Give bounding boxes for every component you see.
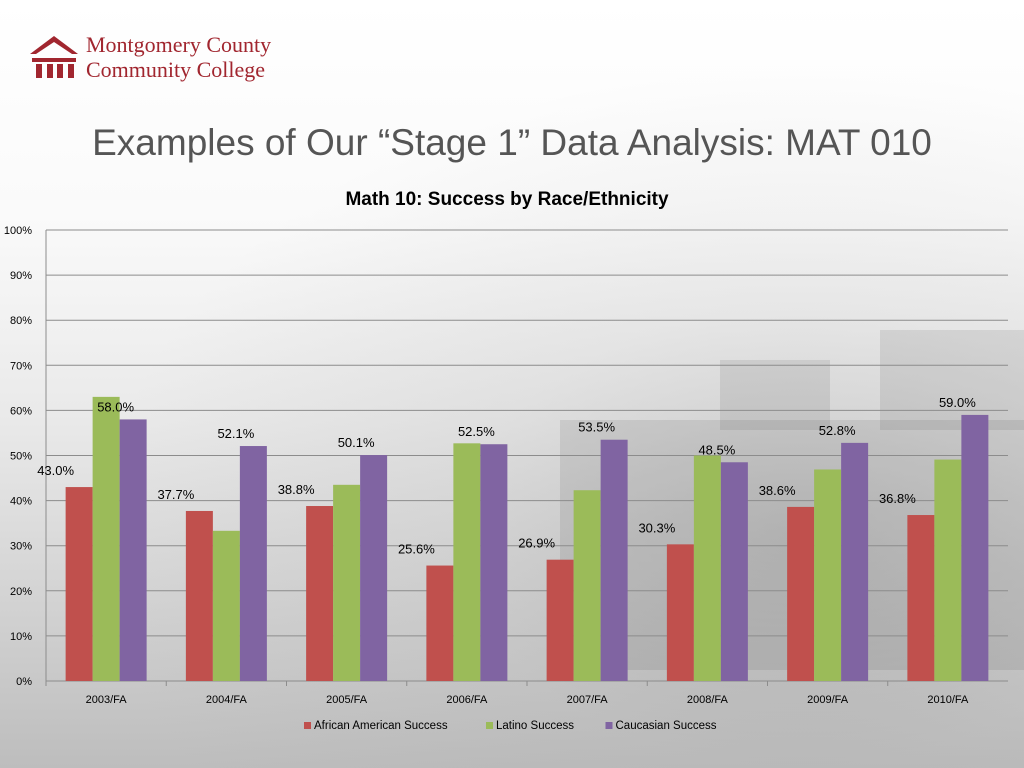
bar-african-american-success: [907, 515, 935, 681]
y-tick-label: 90%: [10, 270, 32, 282]
x-tick-label: 2010/FA: [927, 694, 969, 706]
bar-latino-success: [92, 396, 120, 681]
bar-caucasian-success: [360, 455, 388, 681]
legend-swatch: [304, 722, 311, 729]
bar-latino-success: [573, 490, 601, 681]
y-tick-label: 50%: [10, 451, 32, 463]
data-label: 38.6%: [759, 483, 796, 498]
bar-caucasian-success: [480, 444, 508, 681]
x-tick-label: 2008/FA: [687, 694, 729, 706]
y-tick-label: 60%: [10, 405, 32, 417]
data-label: 30.3%: [638, 520, 675, 535]
bar-african-american-success: [426, 565, 454, 681]
college-building-icon: [30, 36, 78, 78]
data-label: 36.8%: [879, 491, 916, 506]
x-tick-label: 2005/FA: [326, 694, 368, 706]
data-label: 52.5%: [458, 424, 495, 439]
bar-african-american-success: [306, 506, 334, 681]
slide-title: Examples of Our “Stage 1” Data Analysis:…: [92, 122, 932, 163]
data-label: 50.1%: [338, 435, 375, 450]
x-tick-label: 2007/FA: [567, 694, 609, 706]
college-name-line2: Community College: [86, 57, 266, 82]
legend-label: Latino Success: [496, 720, 574, 732]
y-tick-label: 10%: [10, 631, 32, 643]
bar-latino-success: [814, 469, 842, 681]
legend-swatch: [605, 722, 613, 729]
data-label: 58.0%: [97, 399, 134, 414]
data-label: 37.7%: [157, 487, 194, 502]
bar-caucasian-success: [119, 419, 147, 681]
bar-latino-success: [693, 455, 721, 681]
data-label: 26.9%: [518, 536, 555, 551]
legend-label: Caucasian Success: [616, 720, 717, 732]
bar-latino-success: [333, 484, 361, 681]
y-tick-label: 30%: [10, 541, 32, 553]
college-logo: Montgomery County Community College: [28, 30, 328, 88]
college-name: Montgomery County Community College: [86, 32, 271, 82]
bar-african-american-success: [65, 487, 93, 681]
legend-label: African American Success: [314, 720, 448, 732]
bar-african-american-success: [185, 510, 213, 681]
bar-caucasian-success: [239, 446, 267, 681]
data-label: 43.0%: [37, 463, 74, 478]
data-label: 48.5%: [698, 442, 735, 457]
data-label: 52.8%: [819, 423, 856, 438]
y-tick-label: 0%: [16, 676, 32, 688]
x-tick-label: 2003/FA: [86, 694, 128, 706]
bar-latino-success: [212, 530, 240, 681]
bar-latino-success: [934, 459, 962, 681]
x-tick-label: 2009/FA: [807, 694, 849, 706]
data-label: 53.5%: [578, 420, 615, 435]
background-building-tower: [720, 360, 830, 430]
legend-swatch: [486, 722, 493, 729]
x-tick-label: 2006/FA: [446, 694, 488, 706]
chart-title: Math 10: Success by Race/Ethnicity: [345, 189, 669, 210]
background-building-wing: [880, 330, 1024, 430]
data-label: 59.0%: [939, 395, 976, 410]
data-label: 25.6%: [398, 542, 435, 557]
y-tick-label: 40%: [10, 496, 32, 508]
bar-latino-success: [453, 443, 481, 681]
y-tick-label: 100%: [4, 225, 32, 237]
y-tick-label: 20%: [10, 586, 32, 598]
bar-caucasian-success: [961, 414, 989, 681]
bar-african-american-success: [546, 559, 574, 681]
data-label: 52.1%: [217, 426, 254, 441]
bar-caucasian-success: [720, 462, 748, 681]
bar-african-american-success: [666, 544, 694, 681]
y-tick-label: 80%: [10, 315, 32, 327]
y-tick-label: 70%: [10, 360, 32, 372]
bar-caucasian-success: [841, 442, 869, 681]
bar-caucasian-success: [600, 439, 628, 681]
x-tick-label: 2004/FA: [206, 694, 248, 706]
college-name-line1: Montgomery County: [86, 32, 272, 57]
bar-african-american-success: [787, 506, 815, 681]
data-label: 38.8%: [278, 482, 315, 497]
